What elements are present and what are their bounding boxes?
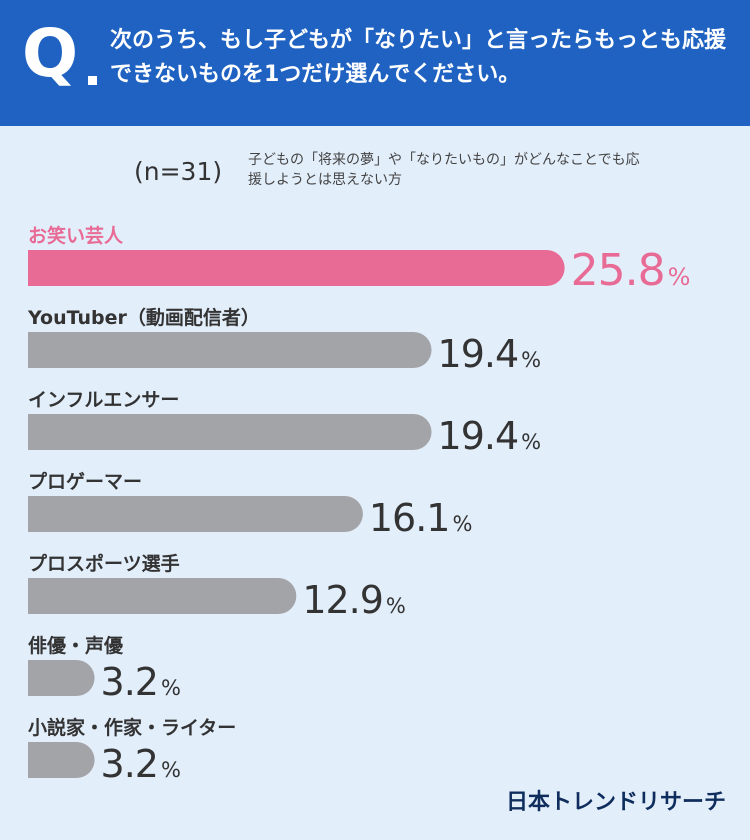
bar bbox=[28, 578, 297, 614]
bar bbox=[28, 496, 363, 532]
subtitle: 子どもの「将来の夢」や「なりたいもの」がどんなことでも応援しようとは思えない方 bbox=[248, 152, 640, 188]
bar bbox=[28, 332, 432, 368]
category-label: お笑い芸人 bbox=[28, 224, 124, 247]
category-label: インフルエンサー bbox=[28, 389, 179, 411]
q-dot-icon bbox=[88, 76, 97, 85]
category-label: 俳優・声優 bbox=[28, 634, 124, 657]
category-label: プロゲーマー bbox=[28, 470, 142, 493]
bar bbox=[28, 742, 95, 778]
bar bbox=[28, 660, 95, 696]
category-label: YouTuber（動画配信者） bbox=[27, 306, 260, 329]
bar bbox=[28, 250, 565, 286]
q-mark: Q bbox=[22, 15, 79, 92]
question-text: 次のうち、もし子どもが「なりたい」と言ったらもっとも応援できないものを1つだけ選… bbox=[110, 28, 727, 87]
question-header: Q 次のうち、もし子どもが「なりたい」と言ったらもっとも応援できないものを1つだ… bbox=[0, 0, 750, 126]
value-label: 3.2% bbox=[101, 742, 180, 786]
bar bbox=[28, 414, 432, 450]
category-label: 小説家・作家・ライター bbox=[28, 716, 236, 739]
value-label: 25.8% bbox=[571, 245, 690, 296]
value-label: 19.4% bbox=[438, 414, 541, 458]
value-label: 3.2% bbox=[101, 660, 180, 704]
value-label: 12.9% bbox=[302, 578, 405, 622]
sample-size: (n=31) bbox=[134, 157, 223, 186]
brand-logo: 日本トレンドリサーチ bbox=[506, 790, 727, 815]
category-label: プロスポーツ選手 bbox=[28, 552, 180, 575]
value-label: 16.1% bbox=[369, 496, 472, 540]
value-label: 19.4% bbox=[438, 332, 541, 376]
